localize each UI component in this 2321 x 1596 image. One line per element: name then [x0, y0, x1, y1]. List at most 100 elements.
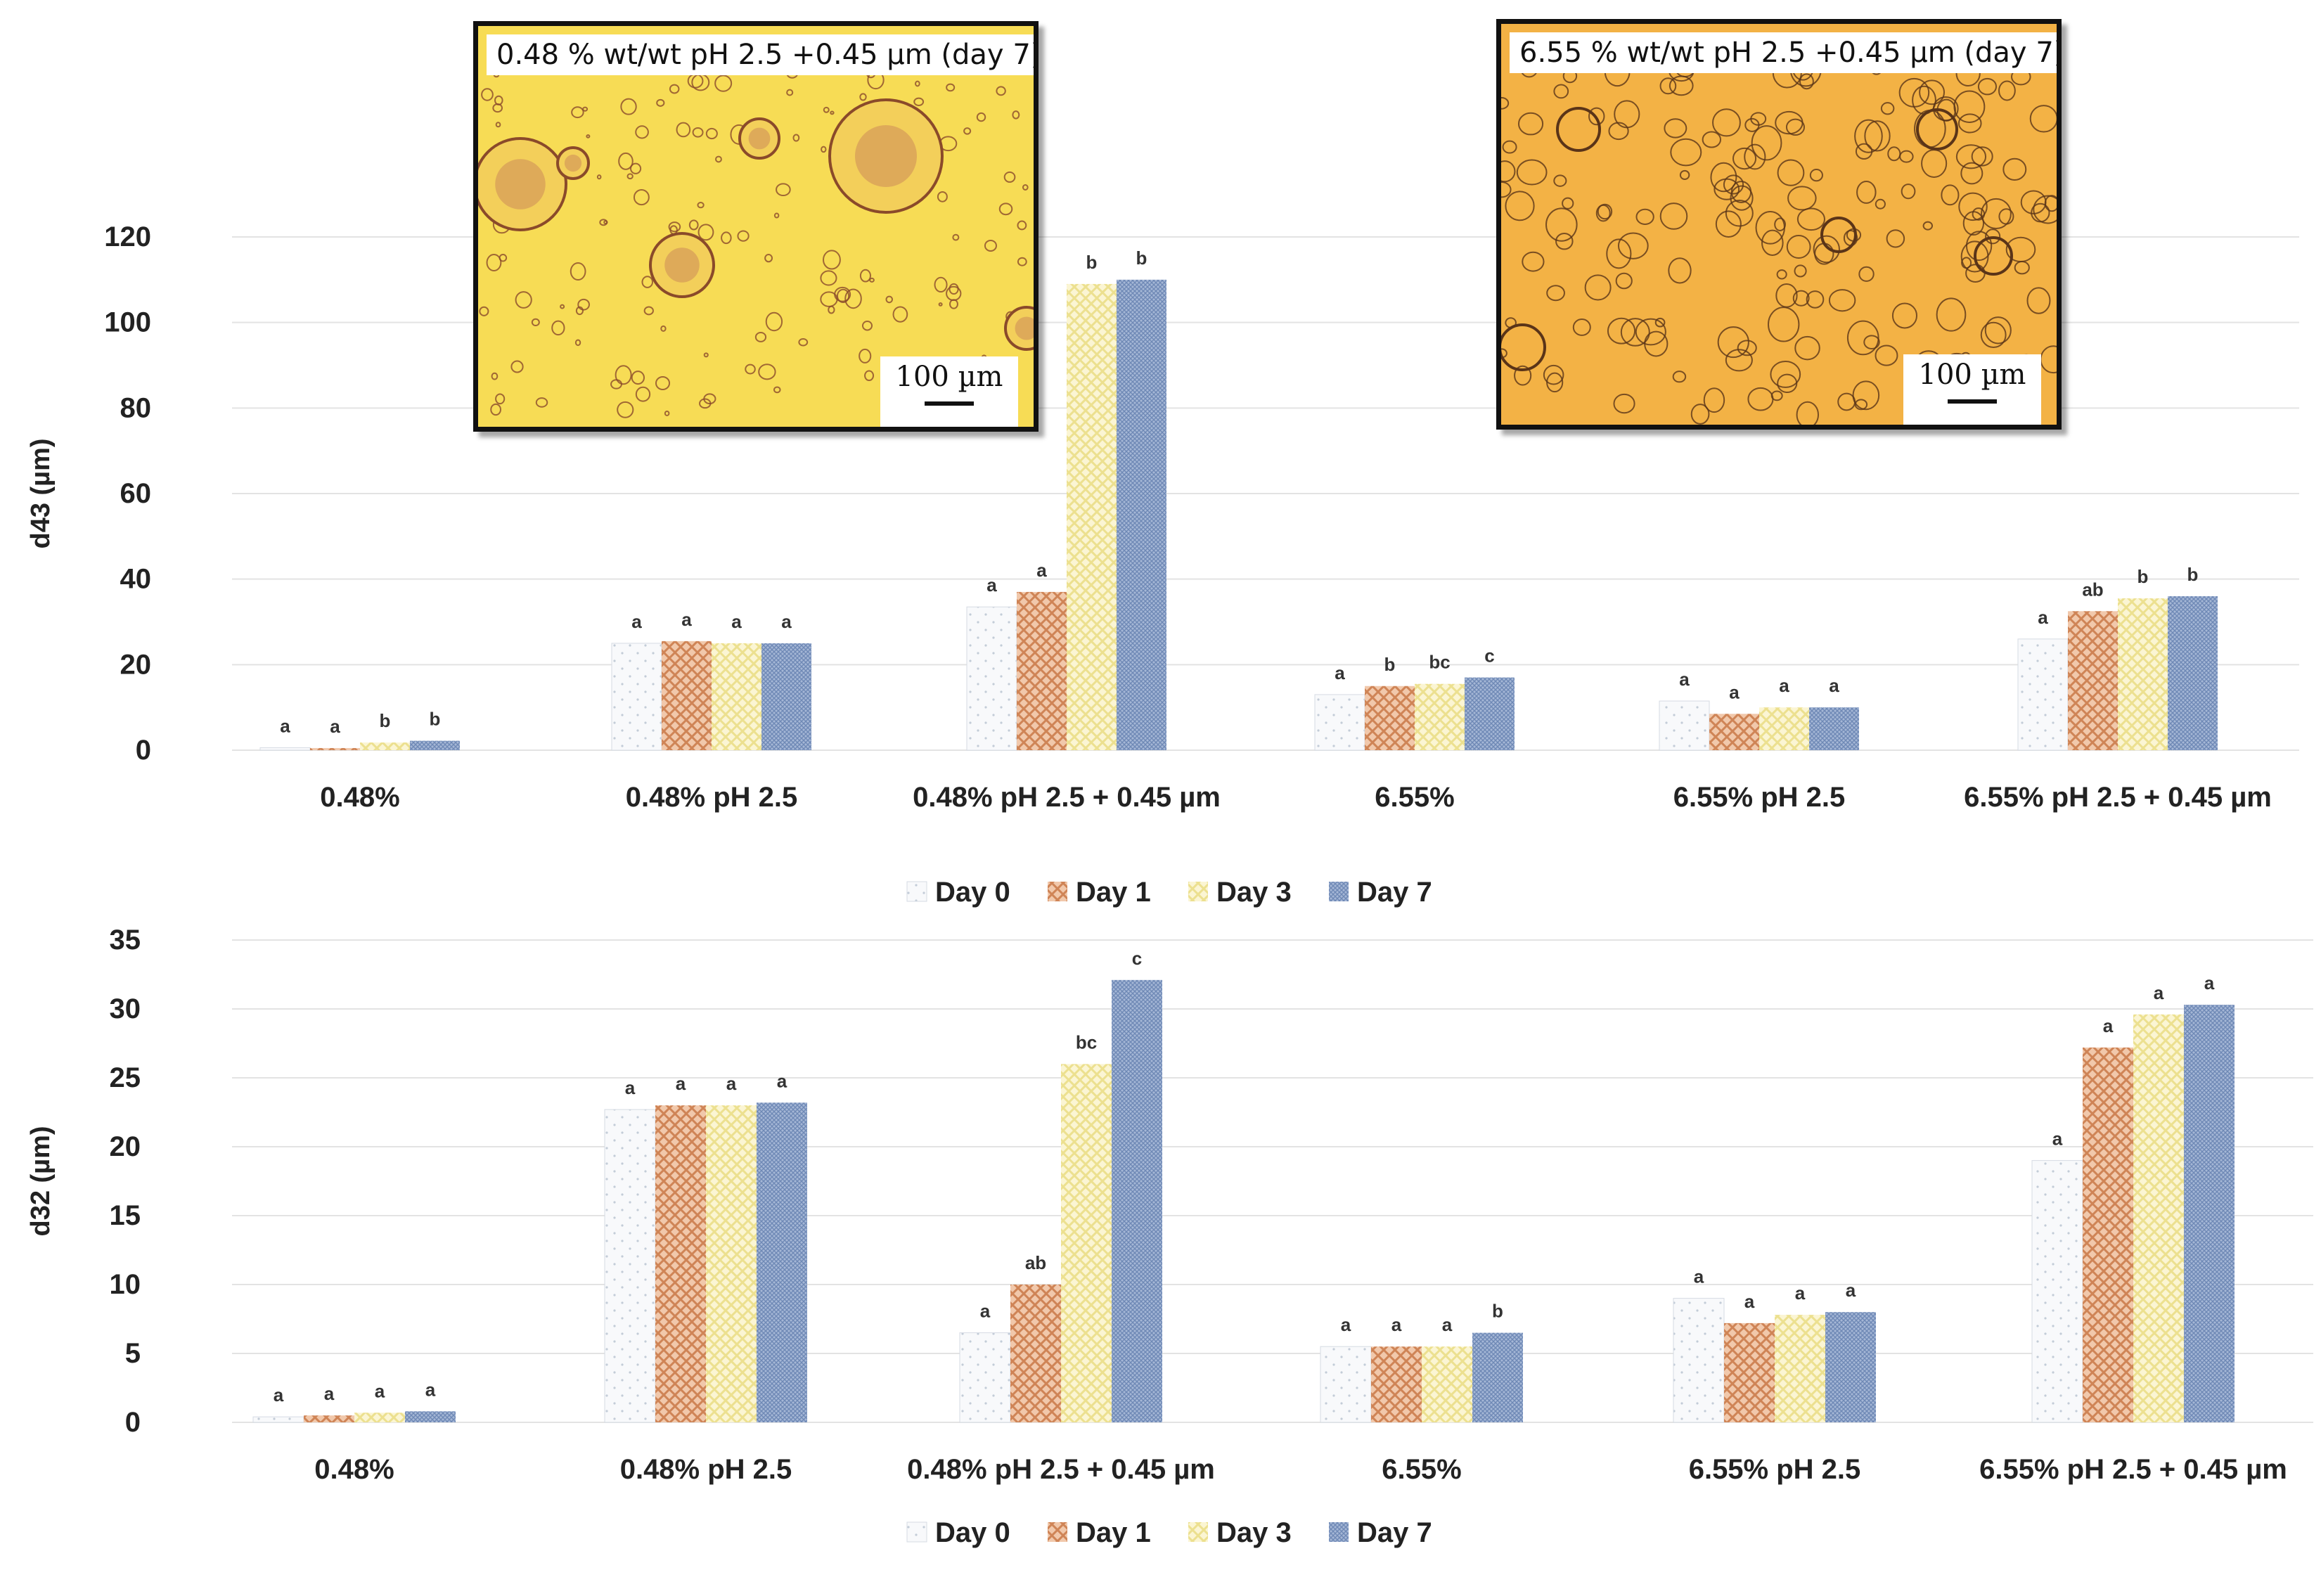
droplet [764, 254, 773, 263]
category-label: 0.48% [314, 1454, 394, 1485]
bar-day0 [611, 643, 662, 751]
droplet [1517, 112, 1544, 136]
droplet [1606, 238, 1632, 269]
significance-letter: a [1679, 669, 1690, 690]
significance-letter: a [2052, 1128, 2063, 1150]
y-tick-label: 0 [136, 735, 151, 766]
legend-swatch-day0 [906, 881, 927, 902]
droplet [1960, 240, 1989, 273]
droplet [1501, 181, 1512, 198]
droplet-core [1015, 316, 1034, 340]
bar-day3 [1775, 1315, 1825, 1422]
droplet [1998, 80, 2016, 101]
legend-swatch-day3 [1188, 882, 1208, 901]
droplet [1875, 198, 1886, 210]
droplet [823, 250, 841, 270]
droplet [495, 122, 501, 128]
droplet [1545, 207, 1578, 242]
y-tick-label: 10 [110, 1269, 141, 1300]
droplet [1672, 371, 1687, 383]
y-tick-label: 40 [120, 564, 152, 595]
droplet [1977, 77, 1998, 96]
droplet [1514, 365, 1532, 386]
droplet [1501, 97, 1510, 110]
category-label: 0.48% pH 2.5 + 0.45 µm [913, 782, 1221, 813]
legend-label-day0: Day 0 [935, 1517, 1010, 1548]
significance-letter: ab [1025, 1252, 1046, 1273]
droplet [1553, 84, 1569, 99]
droplet [798, 337, 809, 347]
bar-day7 [410, 740, 460, 750]
droplet [1003, 171, 1016, 183]
droplet [1664, 118, 1687, 139]
droplet [618, 152, 634, 170]
droplet [570, 262, 586, 281]
bar-day0 [252, 1416, 304, 1423]
droplet [1755, 211, 1785, 245]
significance-letter: a [731, 611, 742, 632]
category-label: 0.48% [320, 782, 399, 813]
droplet [864, 370, 875, 382]
bar-day7 [2168, 596, 2218, 750]
bar-day7 [761, 643, 811, 750]
y-tick-label: 20 [110, 1131, 141, 1162]
significance-letter: a [375, 1380, 385, 1401]
droplet [1725, 349, 1753, 372]
droplet [1901, 184, 1916, 200]
droplet [669, 84, 680, 94]
bar-day1 [310, 747, 360, 750]
droplet [861, 320, 873, 331]
bar-day3 [1422, 1346, 1472, 1422]
droplet [715, 155, 722, 163]
bar-day3 [360, 742, 410, 750]
bar-day0 [2031, 1160, 2083, 1423]
droplet [1502, 140, 1517, 154]
legend-swatch-day7 [1329, 882, 1349, 901]
droplet [1553, 174, 1567, 187]
droplet [834, 286, 851, 302]
droplet [938, 302, 943, 307]
droplet [1730, 185, 1754, 211]
droplet [946, 83, 956, 92]
droplet [2002, 157, 2027, 181]
significance-letter: a [1744, 1291, 1755, 1312]
droplet [1965, 231, 1993, 262]
droplet [631, 371, 645, 385]
bar-day1 [662, 641, 712, 750]
droplet [1774, 217, 1786, 231]
droplet [668, 221, 681, 233]
droplet [1017, 220, 1027, 231]
significance-letter: a [1779, 675, 1789, 696]
droplet [821, 146, 827, 153]
significance-letter: c [1132, 948, 1142, 969]
droplet [1960, 162, 1984, 185]
droplet [1792, 290, 1810, 307]
droplet-core [748, 127, 771, 150]
bar-day0 [2017, 638, 2069, 751]
droplet [1770, 390, 1783, 401]
droplet [859, 93, 867, 101]
droplet [535, 397, 548, 408]
significance-letter: a [986, 574, 997, 596]
droplet [1962, 211, 1985, 236]
y-axis-label: d32 (µm) [26, 1126, 56, 1236]
significance-letter: a [726, 1073, 737, 1094]
bar-day7 [1825, 1312, 1876, 1422]
droplet [692, 127, 704, 138]
legend-label-day1: Day 1 [1076, 1517, 1151, 1548]
droplet [1679, 169, 1690, 180]
droplet [575, 306, 584, 316]
droplet [1854, 399, 1868, 411]
category-label: 0.48% pH 2.5 + 0.45 µm [907, 1454, 1215, 1485]
droplet [1761, 229, 1784, 256]
significance-letter: a [1341, 1314, 1351, 1335]
droplet [1770, 361, 1801, 388]
droplet [615, 365, 632, 385]
droplet [1809, 169, 1823, 182]
y-tick-label: 15 [110, 1200, 141, 1231]
significance-letter: a [625, 1077, 636, 1098]
droplet [792, 134, 800, 142]
droplet [596, 174, 602, 180]
droplet [1799, 73, 1814, 90]
significance-letter: ab [2082, 579, 2103, 600]
